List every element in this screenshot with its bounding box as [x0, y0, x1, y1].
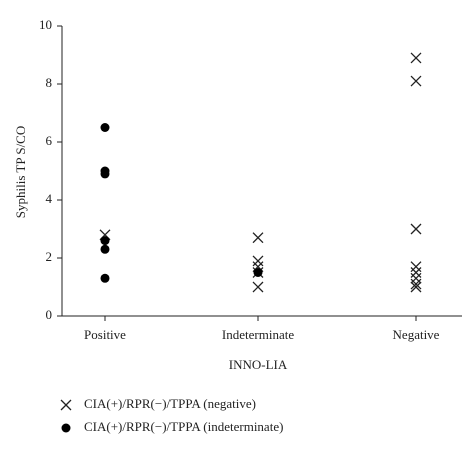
cross-marker: [410, 267, 422, 278]
cross-marker: [410, 52, 422, 64]
x-tick-label: Indeterminate: [222, 327, 294, 342]
cross-marker: [410, 223, 422, 235]
x-tick-label: Positive: [84, 327, 126, 342]
y-tick-label: 2: [46, 249, 53, 264]
cross-marker: [410, 261, 422, 273]
legend-label: CIA(+)/RPR(−)/TPPA (indeterminate): [84, 419, 283, 434]
dot-marker: [100, 123, 110, 132]
dot-marker: [100, 244, 110, 254]
y-tick-label: 10: [39, 17, 52, 32]
cross-marker: [252, 281, 264, 293]
cross-marker: [410, 281, 422, 293]
legend-marker: [60, 399, 72, 411]
x-axis-label: INNO-LIA: [229, 357, 288, 372]
legend-marker: [61, 423, 71, 433]
dot-marker: [100, 273, 110, 283]
y-tick-label: 8: [46, 75, 53, 90]
y-tick-label: 6: [46, 133, 53, 148]
y-axis-label: Syphilis TP S/CO: [13, 126, 28, 218]
cross-marker: [410, 75, 422, 87]
cross-marker: [410, 278, 422, 290]
y-tick-label: 4: [46, 191, 53, 206]
dot-marker: [100, 169, 110, 179]
x-tick-label: Negative: [393, 327, 440, 342]
cross-marker: [252, 232, 264, 244]
legend-label: CIA(+)/RPR(−)/TPPA (negative): [84, 396, 256, 411]
dot-marker: [100, 236, 110, 246]
cross-marker: [410, 272, 422, 284]
cross-marker: [252, 255, 264, 267]
y-tick-label: 0: [46, 307, 53, 322]
dot-marker: [253, 268, 263, 277]
